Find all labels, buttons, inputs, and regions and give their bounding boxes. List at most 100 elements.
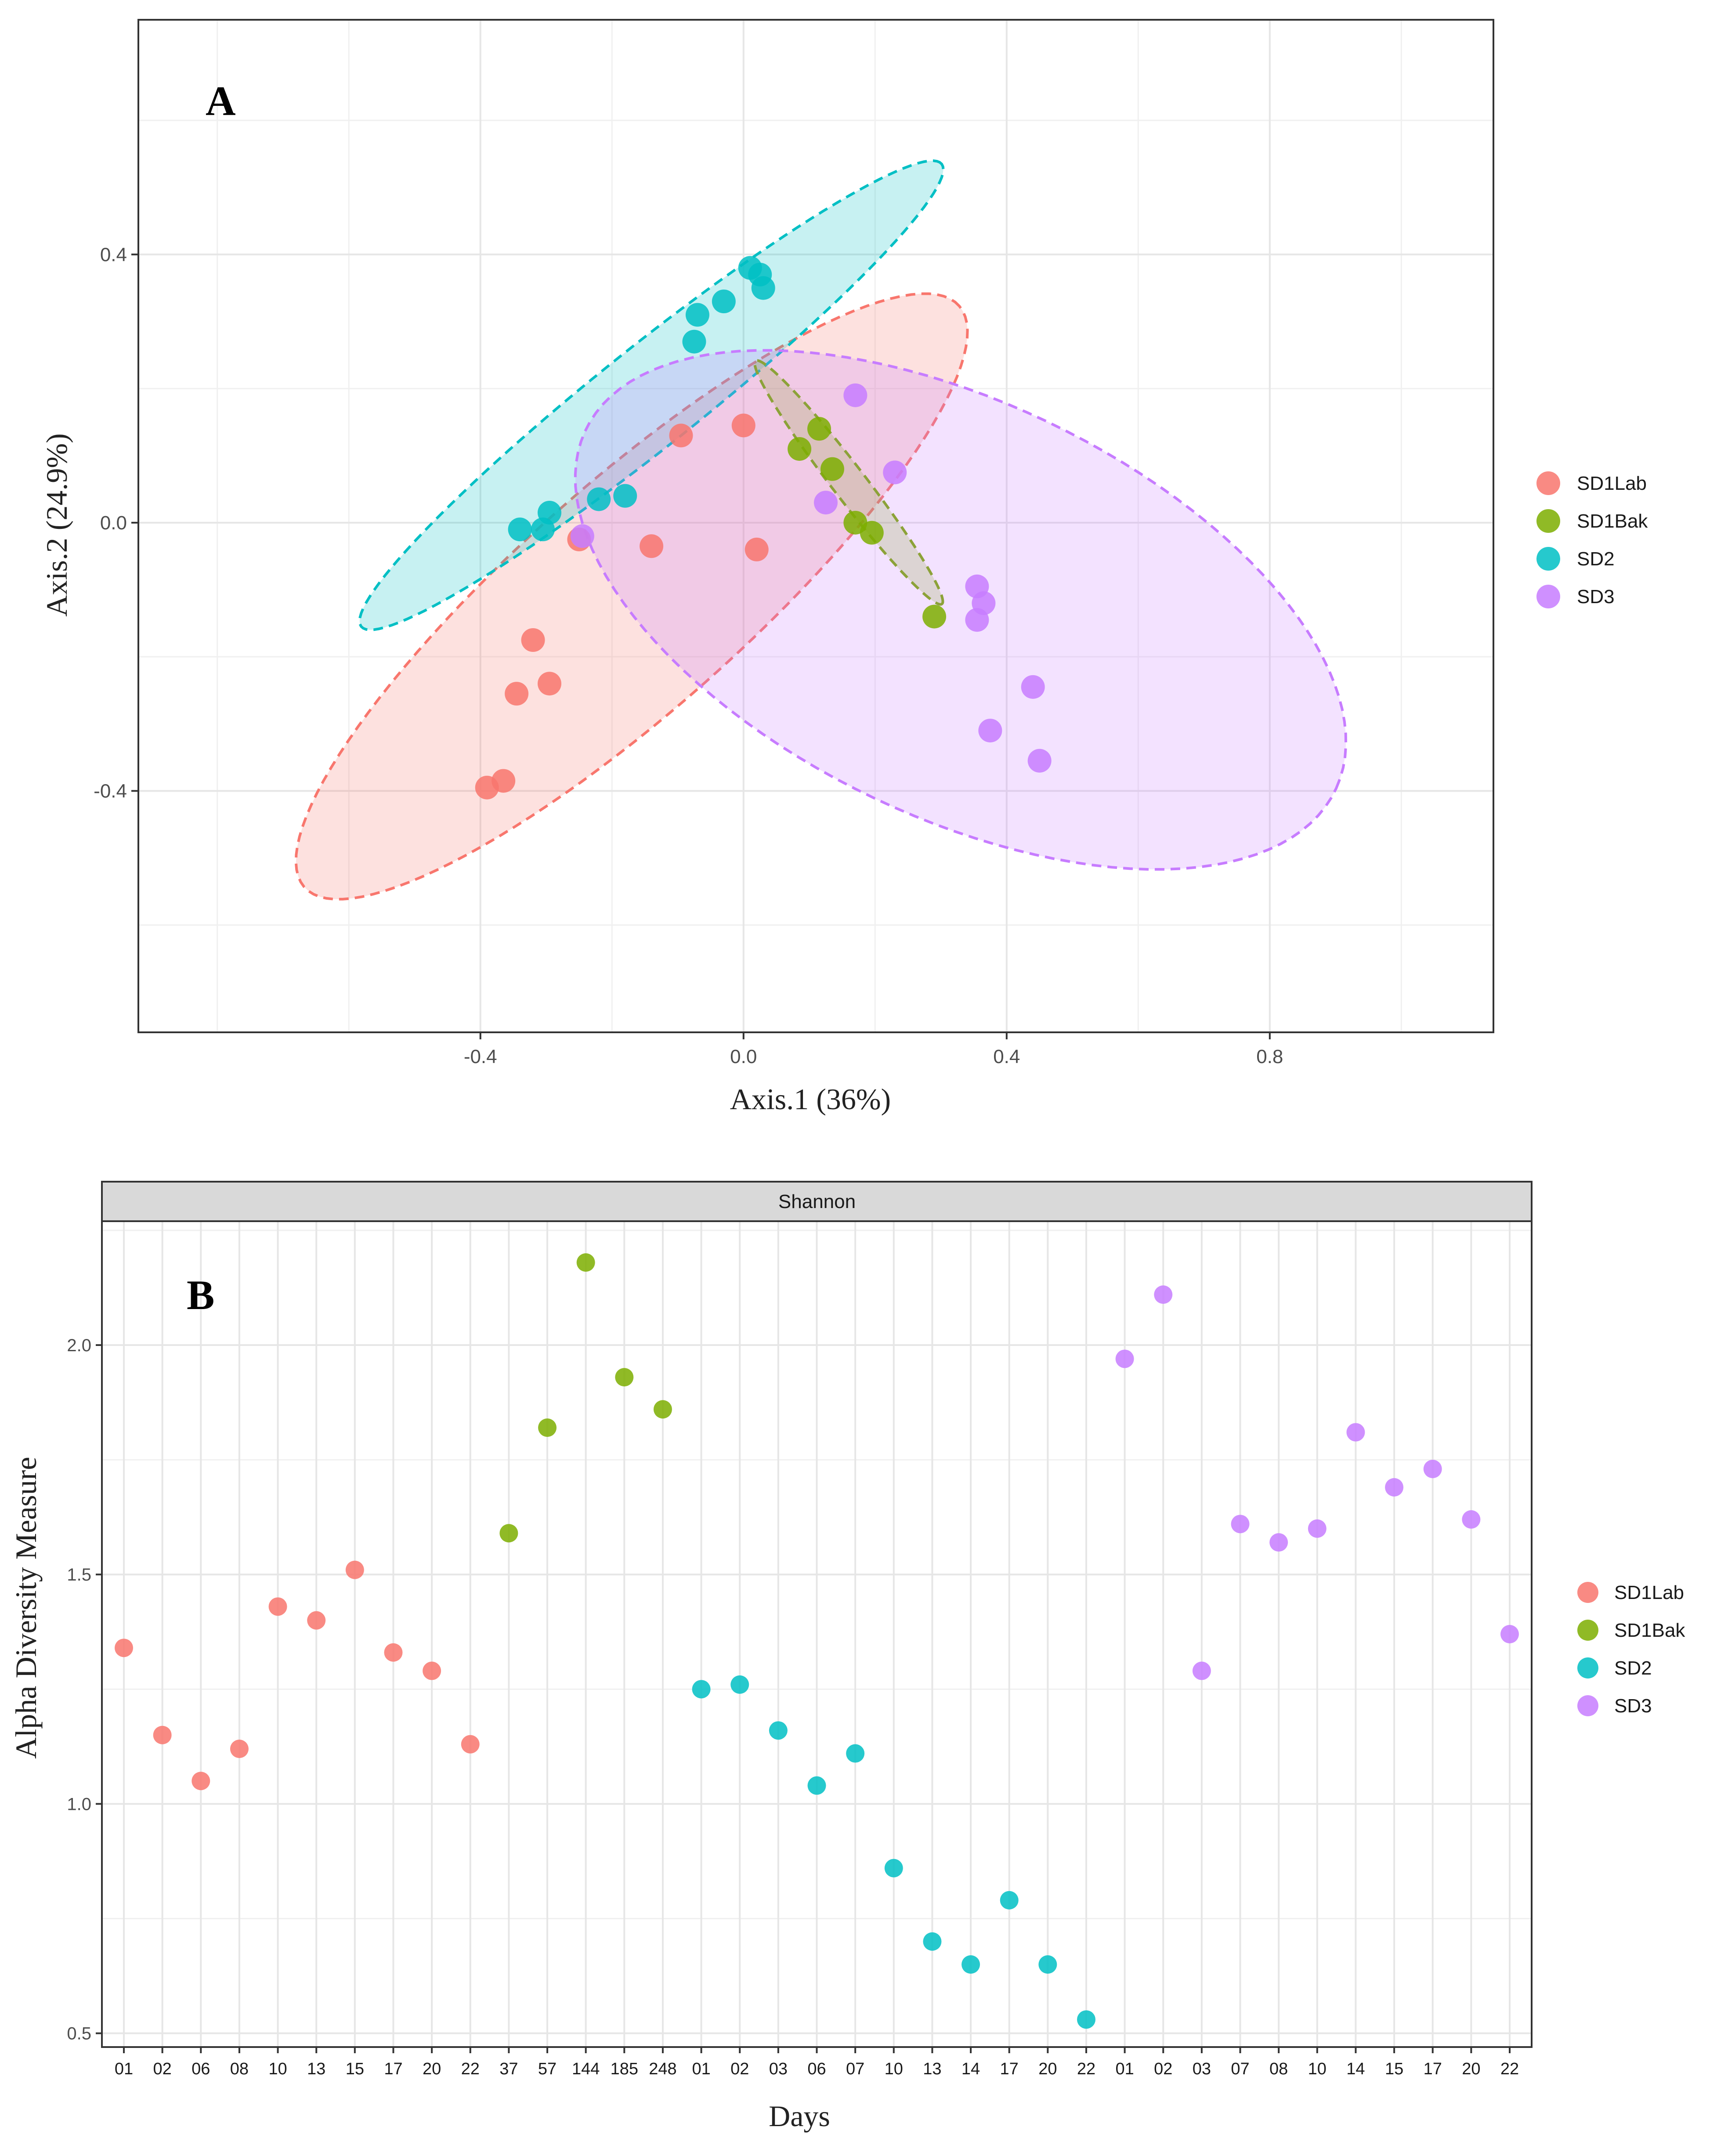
x-tick-label: 20 xyxy=(423,2060,441,2078)
x-tick-label: 20 xyxy=(1462,2060,1480,2078)
x-tick-label: 01 xyxy=(115,2060,133,2078)
panel-b-points xyxy=(115,1253,1519,2029)
panel-b-y-axis-label: Alpha Diversity Measure xyxy=(9,1457,43,1758)
x-tick-label: 10 xyxy=(1308,2060,1327,2078)
x-tick-label: 14 xyxy=(1346,2060,1365,2078)
panel-b-label: B xyxy=(187,1272,214,1318)
panel-a-frame xyxy=(137,19,1494,1033)
point-sd2 xyxy=(769,1721,788,1740)
ellipse-sd2 xyxy=(358,159,945,631)
point-sd2 xyxy=(884,1859,903,1877)
y-tick-label: 0.4 xyxy=(100,244,127,265)
point-sd3 xyxy=(972,591,996,615)
x-tick-label: 13 xyxy=(307,2060,325,2078)
legend-key-sd3 xyxy=(1577,1695,1598,1716)
ellipse-sd3 xyxy=(574,349,1348,871)
point-sd1lab xyxy=(537,672,561,696)
x-tick-label: 17 xyxy=(1000,2060,1019,2078)
point-sd1lab xyxy=(115,1639,133,1657)
panel-a-legend: SD1Lab SD1Bak SD2 SD3 xyxy=(1536,471,1648,608)
point-sd3 xyxy=(1269,1533,1288,1552)
x-tick-label: 248 xyxy=(649,2060,676,2078)
x-tick-label: 06 xyxy=(192,2060,210,2078)
legend-key-sd1bak xyxy=(1577,1620,1598,1641)
x-tick-label: 144 xyxy=(572,2060,600,2078)
point-sd1bak xyxy=(807,417,831,441)
x-tick-label: 0.0 xyxy=(730,1046,757,1067)
legend-label-sd3: SD3 xyxy=(1577,586,1615,608)
point-sd1bak xyxy=(653,1400,672,1419)
point-sd2 xyxy=(730,1675,749,1694)
point-sd1bak xyxy=(860,521,884,545)
point-sd3 xyxy=(1021,675,1045,699)
x-tick-label: 22 xyxy=(461,2060,480,2078)
point-sd3 xyxy=(1308,1519,1327,1538)
x-tick-label: 03 xyxy=(1193,2060,1211,2078)
x-tick-label: 57 xyxy=(538,2060,557,2078)
point-sd1lab xyxy=(345,1560,364,1579)
x-tick-label: 08 xyxy=(1269,2060,1288,2078)
point-sd3 xyxy=(1462,1510,1481,1529)
x-tick-label: 08 xyxy=(230,2060,249,2078)
point-sd1bak xyxy=(538,1418,557,1437)
point-sd3 xyxy=(843,383,868,407)
point-sd3 xyxy=(1115,1349,1134,1368)
legend-key-sd1lab xyxy=(1577,1582,1598,1603)
x-tick-label: 17 xyxy=(384,2060,402,2078)
x-tick-label: 02 xyxy=(730,2060,749,2078)
legend-label-sd2: SD2 xyxy=(1577,548,1615,570)
legend-label-sd1lab: SD1Lab xyxy=(1614,1582,1684,1603)
x-tick-label: 185 xyxy=(611,2060,638,2078)
panel-a-x-axis-label: Axis.1 (36%) xyxy=(730,1082,891,1116)
y-tick-label: 0.0 xyxy=(100,512,127,534)
panel-b-ticks: 01 02 06 08 10 13 15 17 20 22 37 57 144 185 248 01 02 03 0… xyxy=(67,1336,1519,2078)
point-sd1lab xyxy=(153,1726,172,1744)
point-sd1bak xyxy=(499,1524,518,1543)
point-sd1bak xyxy=(820,457,844,481)
x-tick-label: 01 xyxy=(692,2060,710,2078)
point-sd2 xyxy=(613,484,637,508)
point-sd1lab xyxy=(384,1643,403,1662)
point-sd2 xyxy=(962,1955,980,1974)
legend-label-sd1bak: SD1Bak xyxy=(1614,1620,1685,1641)
panel-b-gridlines xyxy=(102,1221,1532,2047)
point-sd1bak xyxy=(615,1368,634,1387)
point-sd2 xyxy=(751,276,775,300)
x-tick-label: 20 xyxy=(1038,2060,1057,2078)
point-sd1bak xyxy=(576,1253,595,1272)
point-sd1lab xyxy=(461,1735,480,1754)
panel-b-x-axis-label: Days xyxy=(769,2099,830,2133)
point-sd3 xyxy=(1385,1478,1404,1497)
x-tick-label: 22 xyxy=(1077,2060,1095,2078)
point-sd1lab xyxy=(640,534,664,558)
y-tick-label: 1.5 xyxy=(67,1565,91,1584)
x-tick-label: -0.4 xyxy=(464,1046,497,1067)
point-sd2 xyxy=(1077,2010,1095,2029)
point-sd2 xyxy=(807,1776,826,1795)
point-sd1lab xyxy=(669,423,693,448)
point-sd1lab xyxy=(731,413,755,438)
legend-label-sd1bak: SD1Bak xyxy=(1577,510,1648,532)
panel-a-label: A xyxy=(206,78,236,124)
point-sd2 xyxy=(923,1932,942,1951)
legend-label-sd2: SD2 xyxy=(1614,1657,1652,1679)
x-tick-label: 15 xyxy=(346,2060,364,2078)
y-tick-label: 0.5 xyxy=(67,2024,91,2044)
point-sd1lab xyxy=(521,628,545,652)
point-sd1lab xyxy=(745,537,769,561)
point-sd1lab xyxy=(230,1740,249,1758)
point-sd3 xyxy=(978,719,1002,743)
x-tick-label: 37 xyxy=(499,2060,518,2078)
legend-key-sd3 xyxy=(1536,585,1560,608)
point-sd1lab xyxy=(268,1597,287,1616)
x-tick-label: 17 xyxy=(1424,2060,1442,2078)
panel-b-alpha-diversity-plot: Shannon 01 02 06 08 10 13 15 17 20 22 37 57 144 185 24… xyxy=(9,1181,1685,2133)
y-tick-label: 1.0 xyxy=(67,1794,91,1814)
x-tick-label: 14 xyxy=(962,2060,980,2078)
x-tick-label: 01 xyxy=(1115,2060,1134,2078)
point-sd3 xyxy=(1423,1460,1442,1478)
y-tick-label: 2.0 xyxy=(67,1336,91,1355)
x-tick-label: 15 xyxy=(1385,2060,1403,2078)
point-sd2 xyxy=(587,487,611,511)
x-tick-label: 02 xyxy=(153,2060,171,2078)
